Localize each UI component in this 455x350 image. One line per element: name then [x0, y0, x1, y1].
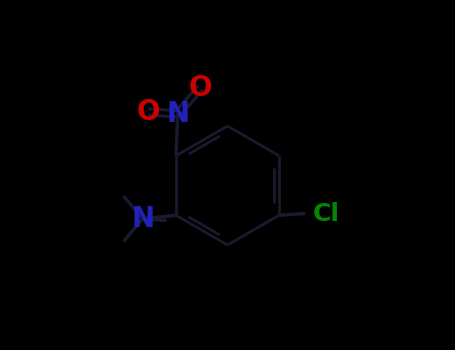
- Text: O: O: [136, 98, 160, 126]
- Text: N: N: [131, 205, 154, 233]
- Text: N: N: [166, 100, 189, 128]
- Text: O: O: [189, 74, 212, 102]
- Text: Cl: Cl: [312, 202, 339, 225]
